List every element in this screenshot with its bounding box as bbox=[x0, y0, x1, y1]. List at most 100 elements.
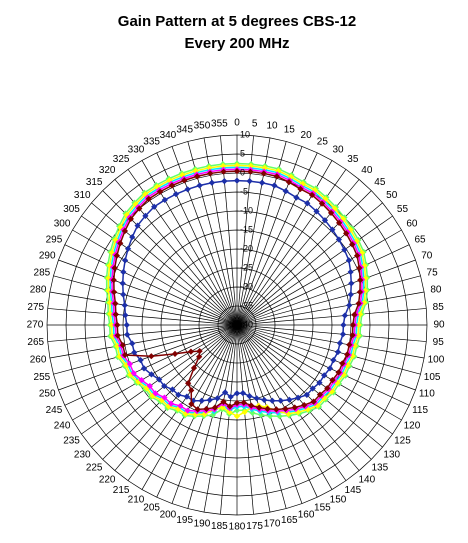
marker bbox=[310, 398, 317, 405]
angle-label: 265 bbox=[27, 337, 44, 348]
angle-label: 160 bbox=[298, 509, 315, 520]
marker bbox=[303, 391, 310, 398]
angle-label: 20 bbox=[301, 130, 313, 141]
angle-label: 235 bbox=[63, 436, 80, 447]
spoke bbox=[236, 324, 416, 391]
marker bbox=[114, 332, 121, 339]
marker bbox=[233, 162, 241, 169]
r-tick-label: 0 bbox=[240, 167, 245, 177]
marker bbox=[309, 385, 316, 392]
r-tick-label: -40 bbox=[240, 319, 253, 329]
marker bbox=[221, 178, 228, 185]
marker bbox=[161, 382, 168, 390]
angle-label: 25 bbox=[317, 137, 329, 148]
angle-label: 125 bbox=[394, 436, 411, 447]
angle-label: 320 bbox=[99, 165, 116, 176]
spoke bbox=[203, 324, 238, 513]
marker bbox=[138, 376, 145, 384]
angle-label: 195 bbox=[176, 515, 193, 526]
spoke bbox=[127, 324, 238, 481]
spoke bbox=[47, 308, 238, 326]
spoke bbox=[236, 215, 393, 326]
angle-label: 30 bbox=[332, 145, 344, 156]
marker bbox=[291, 404, 298, 411]
r-tick-label: -5 bbox=[240, 186, 248, 196]
spoke bbox=[81, 215, 238, 326]
marker bbox=[356, 288, 364, 296]
marker bbox=[117, 240, 124, 247]
angle-label: 225 bbox=[86, 462, 103, 473]
spoke bbox=[236, 324, 427, 342]
spoke bbox=[236, 202, 383, 326]
angle-label: 15 bbox=[284, 125, 296, 136]
marker bbox=[271, 182, 278, 189]
marker bbox=[355, 332, 362, 339]
marker bbox=[246, 178, 253, 185]
angle-label: 170 bbox=[264, 519, 281, 530]
chart-title: Gain Pattern at 5 degrees CBS-12 bbox=[118, 13, 356, 30]
marker bbox=[126, 360, 133, 368]
marker bbox=[321, 217, 329, 224]
marker bbox=[119, 342, 126, 349]
spoke bbox=[236, 291, 425, 326]
marker bbox=[211, 404, 218, 411]
spoke bbox=[53, 324, 238, 375]
angle-label: 325 bbox=[113, 154, 130, 165]
marker bbox=[161, 394, 168, 401]
marker bbox=[343, 230, 350, 237]
spoke bbox=[236, 324, 425, 359]
angle-label: 115 bbox=[412, 405, 428, 416]
spoke bbox=[53, 275, 238, 326]
angle-label: 270 bbox=[27, 320, 44, 331]
marker bbox=[120, 268, 127, 276]
marker bbox=[107, 310, 114, 318]
spoke bbox=[236, 324, 347, 481]
angle-label: 240 bbox=[54, 421, 71, 432]
angle-label: 105 bbox=[424, 372, 441, 383]
marker bbox=[220, 398, 227, 405]
marker bbox=[124, 245, 132, 252]
marker bbox=[233, 390, 241, 397]
r-tick-label: -10 bbox=[240, 205, 253, 215]
spoke bbox=[236, 308, 427, 326]
angle-label: 250 bbox=[39, 389, 56, 400]
marker bbox=[326, 365, 334, 372]
marker bbox=[294, 394, 302, 401]
angle-label: 310 bbox=[74, 190, 91, 201]
r-tick-label: -25 bbox=[240, 262, 253, 272]
spoke bbox=[72, 229, 238, 326]
angle-label: 340 bbox=[160, 130, 177, 141]
marker bbox=[172, 191, 180, 198]
marker bbox=[121, 227, 129, 235]
angle-label: 150 bbox=[330, 495, 347, 506]
angle-label: 135 bbox=[371, 462, 388, 473]
spoke bbox=[49, 324, 238, 359]
marker bbox=[248, 402, 255, 409]
spoke bbox=[236, 324, 402, 421]
marker bbox=[345, 257, 353, 264]
marker bbox=[341, 312, 348, 319]
spoke bbox=[236, 244, 410, 326]
angle-label: 355 bbox=[211, 118, 228, 129]
spoke bbox=[72, 324, 238, 421]
marker bbox=[121, 257, 129, 264]
marker bbox=[196, 348, 203, 355]
marker bbox=[277, 397, 284, 404]
angle-label: 230 bbox=[74, 449, 91, 460]
spoke bbox=[236, 324, 410, 406]
angle-label: 45 bbox=[374, 177, 386, 188]
marker bbox=[206, 396, 213, 404]
marker bbox=[341, 246, 348, 253]
marker bbox=[356, 264, 363, 272]
angle-label: 295 bbox=[46, 234, 63, 245]
marker bbox=[348, 280, 355, 287]
marker bbox=[339, 331, 347, 338]
angle-label: 50 bbox=[386, 190, 398, 201]
angle-label: 60 bbox=[406, 219, 418, 230]
spoke bbox=[58, 324, 238, 391]
spoke bbox=[236, 179, 360, 326]
angle-label: 205 bbox=[143, 503, 160, 514]
r-tick-label: -35 bbox=[240, 300, 253, 310]
spoke bbox=[64, 244, 238, 326]
